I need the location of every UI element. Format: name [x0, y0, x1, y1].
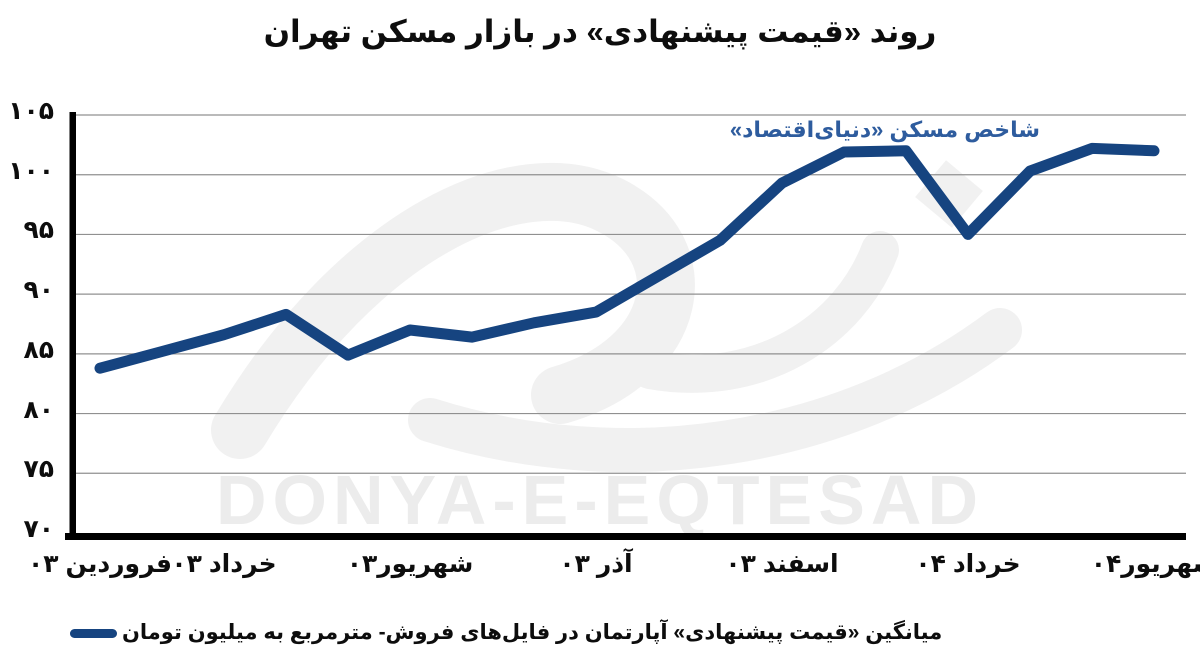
y-axis-label: ۱۰۰	[8, 156, 54, 185]
x-axis-label: خرداد ۰۳	[171, 550, 277, 578]
chart-title: روند «قیمت پیشنهادی» در بازار مسکن تهران	[263, 14, 937, 49]
x-axis-label: خرداد ۰۴	[915, 550, 1021, 578]
y-axis-label: ۹۵	[23, 216, 54, 245]
y-axis	[69, 112, 76, 540]
x-axis-label: شهریور۰۳	[346, 550, 474, 578]
x-axis-label: آذر ۰۳	[559, 550, 633, 578]
price-trend-line	[94, 142, 1160, 374]
legend-line-marker	[70, 628, 117, 638]
watermark-swoosh	[408, 308, 1022, 472]
y-axis-label: ۱۰۵	[8, 97, 54, 125]
legend: میانگین «قیمت پیشنهادی» آپارتمان در فایل…	[70, 617, 942, 649]
watermark-swoosh	[211, 163, 695, 459]
y-axis-label: ۷۵	[23, 455, 54, 484]
axes-group	[65, 112, 1186, 540]
y-axis-label: ۷۰	[23, 515, 54, 543]
x-axis-label: اسفند ۰۳	[725, 550, 839, 578]
x-axis	[65, 533, 1186, 540]
x-axis-label: شهریور۰۴	[1090, 550, 1200, 578]
gridlines-group	[76, 114, 1186, 474]
watermark-swoosh	[631, 231, 899, 393]
watermark-latin-text: DONYA-E-EQTESAD	[215, 461, 985, 539]
watermark-calligraphy-shapes	[211, 160, 1022, 472]
legend-label: میانگین «قیمت پیشنهادی» آپارتمان در فایل…	[122, 621, 943, 644]
series-annotation-label: شاخص مسکن «دنیای‌اقتصاد»	[729, 117, 1040, 142]
y-axis-label: ۸۰	[23, 395, 54, 424]
x-axis-label: فروردین ۰۳	[27, 550, 173, 578]
y-axis-label: ۹۰	[23, 276, 54, 305]
y-axis-label: ۸۵	[23, 335, 54, 364]
series-group	[94, 142, 1160, 374]
